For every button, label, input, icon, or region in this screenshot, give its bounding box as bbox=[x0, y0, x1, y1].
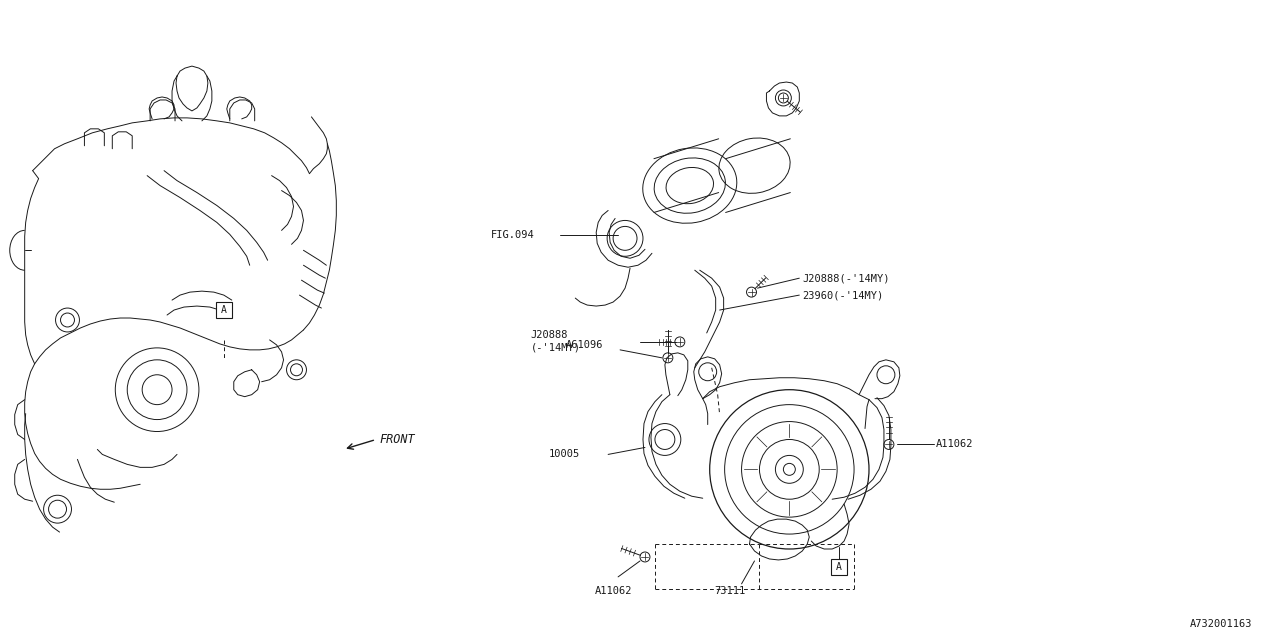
Text: FRONT: FRONT bbox=[379, 433, 415, 446]
Text: 23960(-'14MY): 23960(-'14MY) bbox=[803, 290, 883, 300]
Text: 10005: 10005 bbox=[548, 449, 580, 460]
Text: (-'14MY): (-'14MY) bbox=[530, 343, 580, 353]
FancyBboxPatch shape bbox=[216, 302, 232, 318]
Text: A11062: A11062 bbox=[936, 440, 973, 449]
Text: A: A bbox=[836, 562, 842, 572]
Text: J20888: J20888 bbox=[530, 330, 568, 340]
Text: 73111: 73111 bbox=[714, 586, 746, 596]
Text: A: A bbox=[221, 305, 227, 315]
Text: A732001163: A732001163 bbox=[1190, 619, 1252, 628]
FancyBboxPatch shape bbox=[831, 559, 847, 575]
Text: J20888(-'14MY): J20888(-'14MY) bbox=[803, 273, 890, 283]
Text: FIG.094: FIG.094 bbox=[490, 230, 535, 241]
Text: A61096: A61096 bbox=[566, 340, 603, 350]
Text: A11062: A11062 bbox=[595, 586, 632, 596]
